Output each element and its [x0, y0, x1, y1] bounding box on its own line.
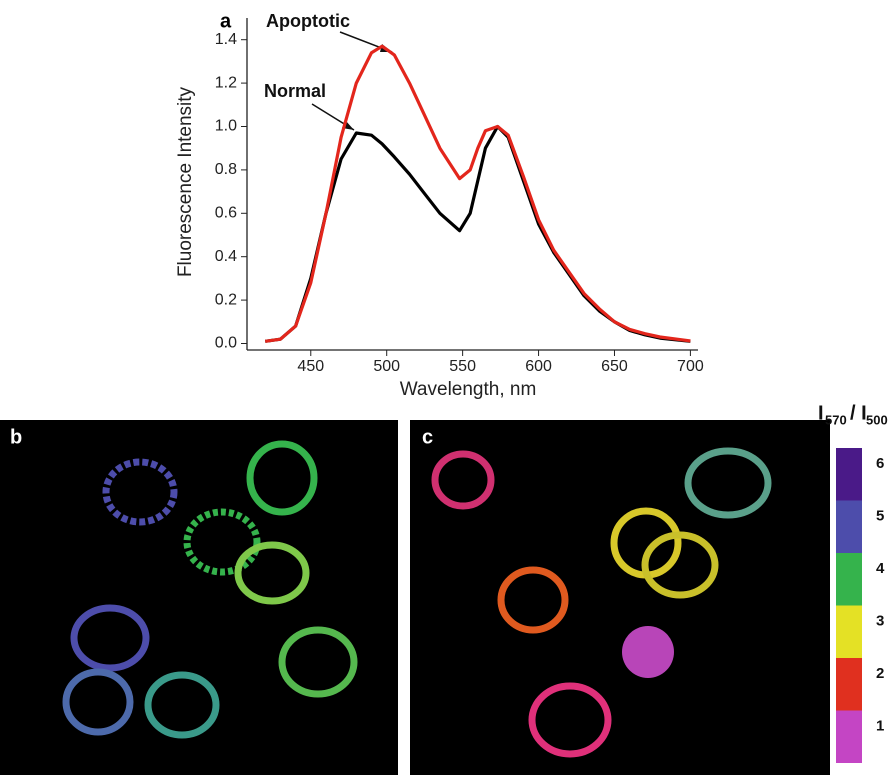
colorbar-label: 6 — [876, 455, 884, 472]
x-tick-label: 600 — [525, 358, 552, 375]
x-tick-label: 700 — [677, 358, 704, 375]
colorbar-swatch — [836, 500, 862, 553]
x-tick-label: 650 — [601, 358, 628, 375]
colorbar-label: 5 — [876, 507, 884, 524]
colorbar-title: / I — [850, 402, 867, 424]
x-tick-label: 550 — [449, 358, 476, 375]
annotation: Apoptotic — [266, 11, 350, 31]
y-tick-label: 0.0 — [215, 335, 237, 352]
line-series — [264, 124, 691, 343]
colorbar-swatch — [836, 658, 862, 711]
y-tick-label: 1.0 — [215, 118, 237, 135]
cells-c — [431, 447, 772, 758]
colorbar-title: I — [818, 402, 824, 424]
y-tick-label: 0.2 — [215, 291, 237, 308]
cell-c — [622, 626, 674, 678]
panel-label: a — [220, 10, 232, 32]
panel-label: b — [10, 426, 22, 448]
colorbar-swatch — [836, 553, 862, 606]
line-series — [264, 44, 691, 343]
colorbar-label: 2 — [876, 665, 884, 682]
y-tick-label: 1.4 — [215, 31, 237, 48]
micrograph — [410, 420, 830, 775]
colorbar-title-sub: 570 — [825, 412, 847, 427]
colorbar-label: 1 — [876, 717, 884, 734]
colorbar: 6 5 4 3 2 1 I 570/ I 500 — [818, 402, 888, 763]
panel-label: c — [422, 426, 433, 448]
x-tick-label: 450 — [297, 358, 324, 375]
y-tick-label: 1.2 — [215, 74, 237, 91]
x-tick-label: 500 — [373, 358, 400, 375]
cells-b — [62, 440, 358, 739]
y-tick-label: 0.4 — [215, 248, 237, 265]
colorbar-swatch — [836, 448, 862, 501]
micrograph — [0, 420, 398, 775]
annotation: Normal — [264, 81, 326, 101]
x-axis-label: Wavelength, nm — [400, 379, 537, 400]
y-tick-label: 0.6 — [215, 205, 237, 222]
colorbar-label: 4 — [876, 560, 885, 577]
y-tick-label: 0.8 — [215, 161, 237, 178]
y-axis-label: Fluorescence Intensity — [175, 86, 196, 277]
colorbar-title-sub: 500 — [866, 412, 888, 427]
colorbar-label: 3 — [876, 612, 884, 629]
colorbar-swatch — [836, 710, 862, 763]
colorbar-swatch — [836, 605, 862, 658]
